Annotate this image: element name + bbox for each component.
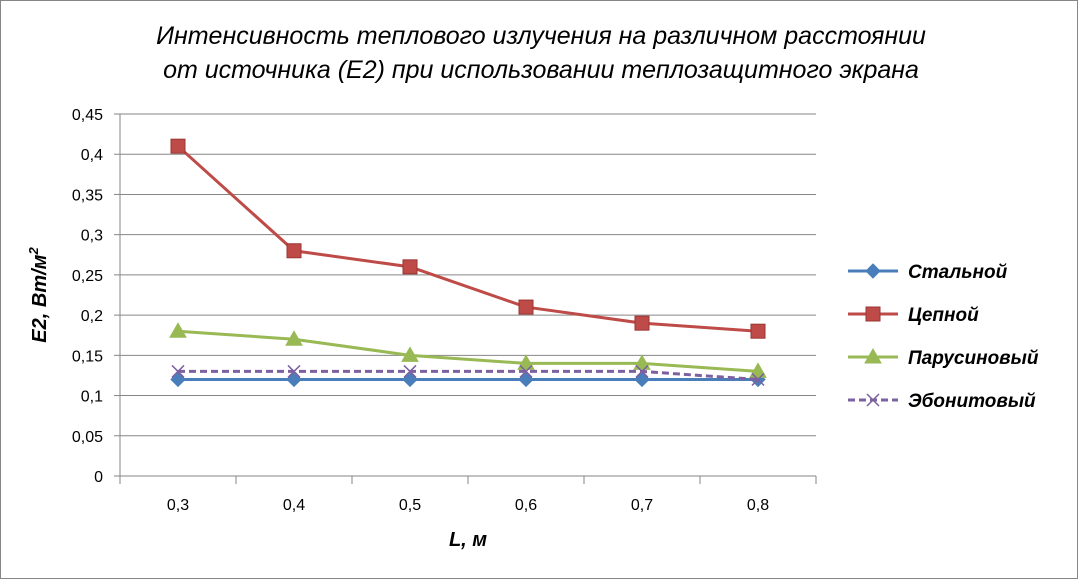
y-tick-label: 0,05 xyxy=(72,429,103,446)
series-1-point xyxy=(518,371,534,388)
series-3-point xyxy=(169,322,187,338)
x-tick-label: 0,5 xyxy=(399,497,421,514)
series-4-point xyxy=(751,372,765,386)
legend-marker-2 xyxy=(865,306,881,322)
x-axis-title: L, м xyxy=(449,529,487,551)
series-3-point xyxy=(749,362,767,378)
y-tick-label: 0,45 xyxy=(72,107,103,124)
series-line-2 xyxy=(176,145,759,333)
series-3-point xyxy=(633,354,651,370)
y-tick-label: 0,35 xyxy=(72,187,103,204)
series-line-4 xyxy=(178,369,759,381)
x-tick-label: 0,7 xyxy=(631,497,653,514)
series-2-point xyxy=(750,323,766,339)
series-1-point xyxy=(634,371,650,388)
legend-marker-4 xyxy=(866,393,880,407)
chart-title-line-1: Интенсивность теплового излучения на раз… xyxy=(156,22,926,50)
series-4-point xyxy=(519,364,533,378)
series-1-point xyxy=(402,371,418,388)
x-tick-label: 0,4 xyxy=(283,497,305,514)
series-line-3 xyxy=(177,329,759,373)
y-tick-label: 0 xyxy=(94,469,103,486)
y-axis-title-superscript: 2 xyxy=(26,247,41,256)
y-tick-label: 0,25 xyxy=(72,268,103,285)
y-tick-label: 0,15 xyxy=(72,348,103,365)
series-1-point xyxy=(170,371,186,388)
series-2-point xyxy=(402,259,418,275)
series-3-point xyxy=(401,346,419,362)
legend-label-4: Эбонитовый xyxy=(908,391,1036,412)
y-tick-label: 0,4 xyxy=(81,147,103,164)
series-4-point xyxy=(635,364,649,378)
legend-marker-3 xyxy=(864,347,882,364)
x-tick-label: 0,6 xyxy=(515,497,537,514)
series-1-point xyxy=(286,371,302,388)
series-2-point xyxy=(634,315,650,331)
series-3-point xyxy=(517,354,535,370)
x-tick-label: 0,3 xyxy=(167,497,189,514)
series-2-point xyxy=(286,243,302,259)
chart-title-line-2: от источника (Е2) при использовании тепл… xyxy=(163,56,919,84)
legend-label-2: Цепной xyxy=(908,305,979,326)
y-axis-title: E2, Вт/м2 xyxy=(26,247,51,343)
series-4-point xyxy=(403,364,417,378)
y-tick-label: 0,1 xyxy=(81,389,103,406)
y-tick-label: 0,2 xyxy=(81,308,103,325)
legend-marker-1 xyxy=(865,263,881,279)
series-4-point xyxy=(171,364,185,378)
series-4-point xyxy=(287,364,301,378)
series-2-point xyxy=(518,299,534,315)
series-3-point xyxy=(285,330,303,346)
x-tick-label: 0,8 xyxy=(747,497,769,514)
y-axis-title-text: E2, Вт/м xyxy=(29,254,51,342)
chart-title: Интенсивность теплового излучения на раз… xyxy=(101,19,981,87)
legend-label-3: Парусиновый xyxy=(908,348,1039,369)
legend-label-1: Стальной xyxy=(908,262,1008,283)
series-2-point xyxy=(170,138,186,154)
y-tick-label: 0,3 xyxy=(81,228,103,245)
